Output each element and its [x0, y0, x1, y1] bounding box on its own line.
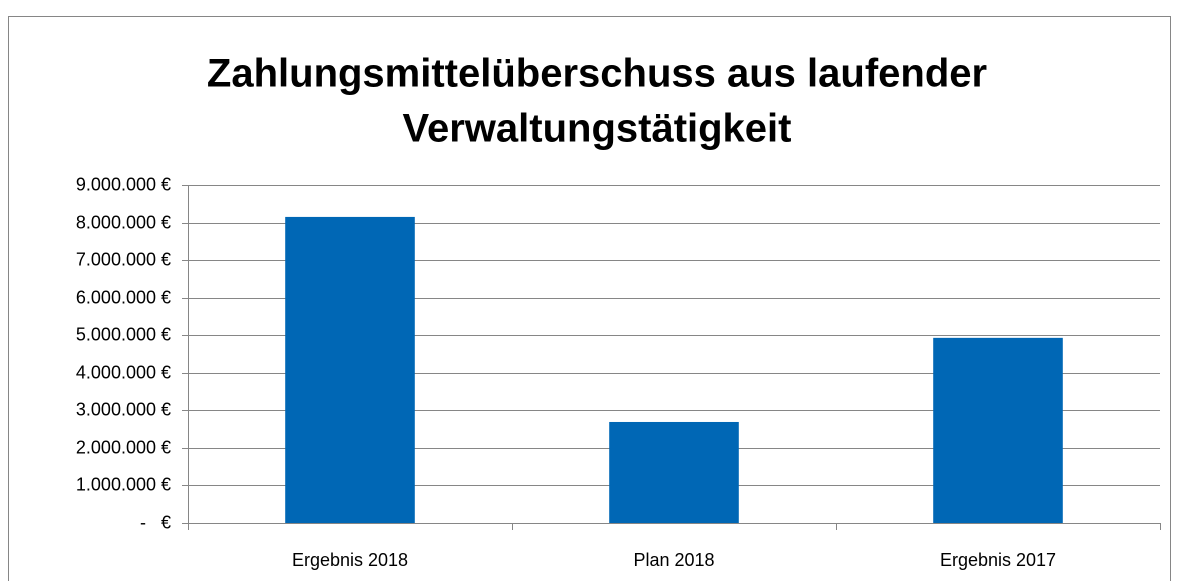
- y-tick-label: 4.000.000 €: [76, 362, 171, 382]
- y-tick-label: 7.000.000 €: [76, 249, 171, 269]
- y-tick-label: 8.000.000 €: [76, 212, 171, 232]
- y-tick-label: 2.000.000 €: [76, 437, 171, 457]
- chart-title: Zahlungsmittelüberschuss aus laufender: [207, 52, 987, 96]
- y-tick-label: 6.000.000 €: [76, 287, 171, 307]
- bar: [285, 216, 415, 523]
- y-tick-label: 3.000.000 €: [76, 399, 171, 419]
- x-tick-label: Ergebnis 2017: [940, 550, 1056, 570]
- y-tick-label: 9.000.000 €: [76, 174, 171, 194]
- x-tick-label: Ergebnis 2018: [292, 550, 408, 570]
- x-tick-label: Plan 2018: [633, 550, 714, 570]
- y-tick-label: - €: [140, 512, 171, 532]
- y-tick-label: 1.000.000 €: [76, 474, 171, 494]
- bar: [609, 421, 739, 523]
- bar: [933, 337, 1063, 523]
- chart-title: Verwaltungstätigkeit: [403, 107, 792, 151]
- y-tick-label: 5.000.000 €: [76, 324, 171, 344]
